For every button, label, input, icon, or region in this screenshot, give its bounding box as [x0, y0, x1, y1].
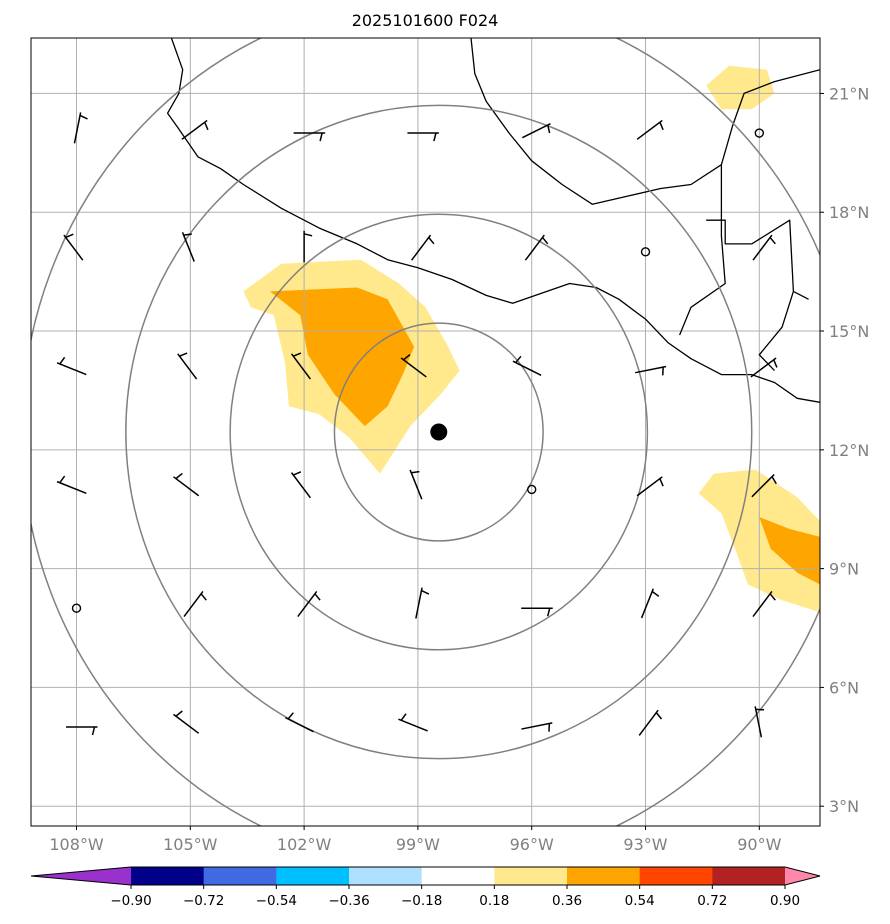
- wind-barb: [181, 119, 209, 140]
- wind-barb: [56, 475, 87, 495]
- lon-tick-label: 108°W: [49, 835, 104, 854]
- lat-tick-label: 18°N: [829, 203, 869, 222]
- wind-barb: [638, 709, 663, 736]
- coastline-4: [678, 164, 726, 336]
- coastline-3: [758, 291, 795, 372]
- wind-barb: [754, 706, 765, 738]
- wind-barb: [750, 357, 778, 378]
- wind-barb: [512, 355, 542, 376]
- wind-barb: [415, 587, 430, 619]
- wind-barb: [752, 234, 776, 261]
- range-ring-1: [333, 322, 544, 542]
- colorbar-tick-label: −0.36: [328, 893, 369, 909]
- field-contour-3: [759, 517, 820, 585]
- map-frame: [30, 37, 821, 827]
- wind-barb: [521, 122, 551, 139]
- wind-barb: [63, 233, 84, 261]
- colorbar-segment: [131, 867, 205, 885]
- wind-barb: [400, 354, 427, 378]
- wind-barb: [290, 352, 312, 380]
- lon-tick-label: 90°W: [737, 835, 781, 854]
- colorbar-segment: [276, 867, 350, 885]
- colorbar-segment: [203, 867, 277, 885]
- colorbar-min-extend: [31, 867, 131, 885]
- coastline-1: [470, 38, 820, 205]
- wind-barb: [303, 230, 313, 263]
- wind-barb: [635, 365, 667, 376]
- wind-barb: [521, 607, 553, 617]
- wind-barb: [636, 476, 664, 497]
- colorbar-tick-label: −0.72: [183, 893, 224, 909]
- range-ring-3: [125, 104, 753, 760]
- lon-tick-label: 102°W: [277, 835, 332, 854]
- colorbar-segment: [639, 867, 713, 885]
- wind-barb: [752, 590, 776, 618]
- field-contour-1: [270, 287, 415, 427]
- wind-barb: [183, 590, 207, 618]
- calm-wind-marker: [71, 603, 82, 613]
- colorbar-tick-label: 0.36: [552, 893, 582, 909]
- wind-barb: [640, 588, 660, 619]
- wind-barb: [284, 712, 314, 733]
- colorbar-tick-label: −0.54: [256, 893, 297, 909]
- storm-center-marker: [430, 423, 448, 441]
- wind-barb: [73, 112, 88, 144]
- map-title: 2025101600 F024: [352, 11, 499, 30]
- lon-tick-label: 93°W: [623, 835, 667, 854]
- colorbar-tick-label: 0.54: [625, 893, 655, 909]
- lon-tick-label: 105°W: [163, 835, 218, 854]
- wind-barb: [411, 234, 435, 261]
- lat-tick-label: 6°N: [829, 678, 859, 697]
- colorbar-segment: [567, 867, 641, 885]
- colorbar-tick-label: −0.18: [401, 893, 442, 909]
- lat-tick-label: 12°N: [829, 441, 869, 460]
- calm-wind-marker: [527, 484, 537, 495]
- wind-barb: [177, 352, 198, 380]
- map-plot-area: [31, 38, 820, 826]
- wind-barb: [524, 234, 549, 261]
- wind-barb: [66, 726, 98, 736]
- colorbar-segment: [494, 867, 568, 885]
- colorbar-tick-label: 0.90: [770, 893, 800, 909]
- wind-barb: [398, 713, 428, 732]
- lat-tick-label: 15°N: [829, 322, 869, 341]
- field-contour-4: [706, 65, 775, 110]
- wind-barb: [293, 132, 326, 142]
- wind-barb: [173, 472, 200, 497]
- wind-barb: [173, 710, 200, 734]
- colorbar-tick-label: −0.90: [110, 893, 151, 909]
- range-ring-2: [229, 213, 649, 651]
- colorbar-max-extend: [785, 867, 820, 885]
- axis-labels: 108°W 105°W 102°W 99°W 96°W 93°W 90°W 3°N 6°N 9°N…: [49, 84, 869, 854]
- wind-barb: [297, 590, 321, 618]
- colorbar-tick-label: 0.18: [479, 893, 509, 909]
- wind-barb: [521, 722, 553, 732]
- lat-tick-label: 21°N: [829, 84, 869, 103]
- wind-barb: [56, 356, 87, 376]
- wind-barb: [181, 232, 195, 262]
- calm-wind-marker: [640, 247, 651, 257]
- lon-tick-label: 99°W: [396, 835, 440, 854]
- wind-barb: [751, 474, 777, 498]
- lon-tick-label: 96°W: [510, 835, 554, 854]
- colorbar: −0.90 −0.72 −0.54 −0.36 −0.18 0.18 0.36 0.54 0.7…: [30, 866, 821, 909]
- wind-barb: [407, 132, 439, 142]
- colorbar-segment: [349, 867, 423, 885]
- wind-barb: [636, 119, 664, 140]
- coastline-0: [166, 38, 820, 403]
- colorbar-tick-label: 0.72: [697, 893, 727, 909]
- colorbar-segment: [712, 867, 786, 885]
- colorbar-segment: [421, 867, 495, 885]
- lat-tick-label: 9°N: [829, 560, 859, 579]
- lat-tick-label: 3°N: [829, 797, 859, 816]
- calm-wind-marker: [754, 128, 765, 138]
- wind-barb: [409, 469, 423, 500]
- wind-barb: [290, 471, 312, 499]
